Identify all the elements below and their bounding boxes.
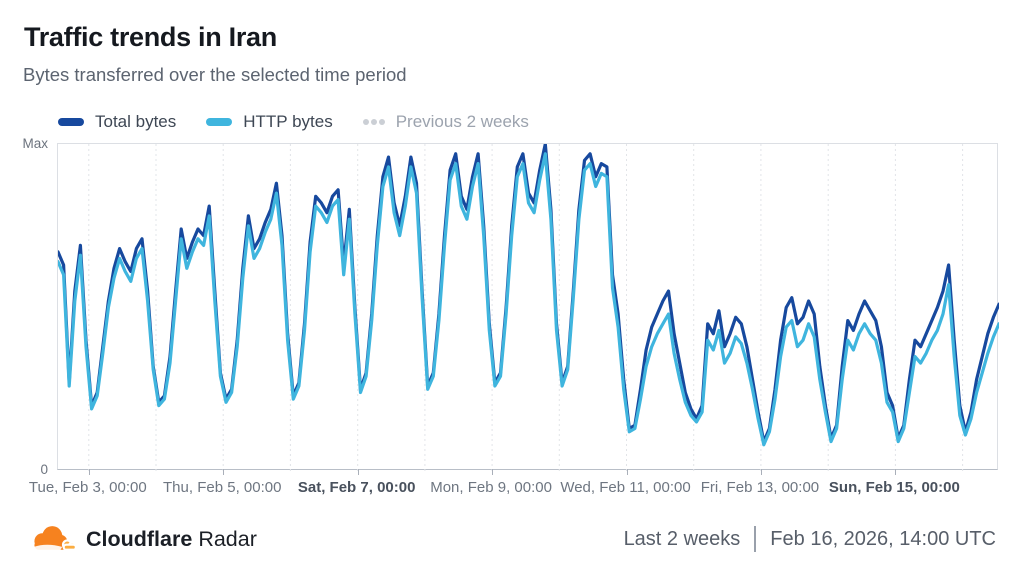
divider-bar: [754, 526, 757, 552]
legend-item-http-bytes[interactable]: HTTP bytes: [206, 112, 333, 132]
chart-plot-area[interactable]: [57, 143, 999, 475]
chart-lines-svg: [58, 144, 999, 471]
x-axis-tick: [88, 469, 90, 475]
y-axis-zero-label: 0: [40, 462, 48, 477]
brand: Cloudflare Radar: [28, 521, 257, 557]
x-axis-tick: [760, 469, 762, 475]
x-axis-label: Wed, Feb 11, 00:00: [560, 479, 691, 496]
range-label: Last 2 weeks: [623, 527, 741, 550]
dotted-line-swatch-icon: [362, 119, 385, 125]
footer: Cloudflare Radar Last 2 weeks Feb 16, 20…: [0, 508, 1024, 570]
x-axis-labels: Tue, Feb 3, 00:00 Thu, Feb 5, 00:00 Sat, F…: [29, 479, 998, 499]
legend-label-http-bytes: HTTP bytes: [243, 112, 333, 131]
x-axis-label: Sat, Feb 7, 00:00: [297, 479, 416, 496]
x-axis-tick: [492, 469, 494, 475]
y-axis-max-label: Max: [22, 136, 48, 151]
total-bytes-swatch-icon: [58, 118, 84, 126]
brand-text: Cloudflare Radar: [86, 527, 257, 552]
legend-item-total-bytes[interactable]: Total bytes: [58, 112, 176, 132]
page-title: Traffic trends in Iran: [24, 22, 277, 52]
x-axis-tick: [357, 469, 359, 475]
x-axis-tick: [223, 469, 225, 475]
page-subtitle: Bytes transferred over the selected time…: [23, 64, 407, 85]
traffic-trends-chart: Max 0 Tue, Feb 3, 00:00 Thu, Feb 5, 00:00…: [22, 136, 999, 496]
x-axis-tick: [895, 469, 897, 475]
x-axis-label: Mon, Feb 9, 00:00: [430, 479, 552, 496]
cloudflare-logo-icon: [33, 526, 77, 551]
brand-regular: Radar: [198, 526, 257, 551]
legend-label-previous-2-weeks: Previous 2 weeks: [395, 112, 529, 131]
range-info: Last 2 weeks Feb 16, 2026, 14:00 UTC: [624, 526, 996, 552]
x-axis-label: Tue, Feb 3, 00:00: [28, 479, 147, 496]
http-bytes-swatch-icon: [206, 118, 233, 126]
brand-bold: Cloudflare: [86, 526, 193, 551]
chart-legend: Total bytes HTTP bytes Previous 2 weeks: [58, 112, 529, 132]
x-axis-label: Sun, Feb 15, 00:00: [828, 479, 960, 496]
x-axis-label: Thu, Feb 5, 00:00: [163, 479, 282, 496]
x-axis-tick: [626, 469, 628, 475]
legend-label-total-bytes: Total bytes: [95, 112, 177, 131]
legend-item-previous-2-weeks[interactable]: Previous 2 weeks: [362, 112, 529, 132]
timestamp: Feb 16, 2026, 14:00 UTC: [770, 527, 996, 550]
x-axis-label: Fri, Feb 13, 00:00: [700, 479, 820, 496]
